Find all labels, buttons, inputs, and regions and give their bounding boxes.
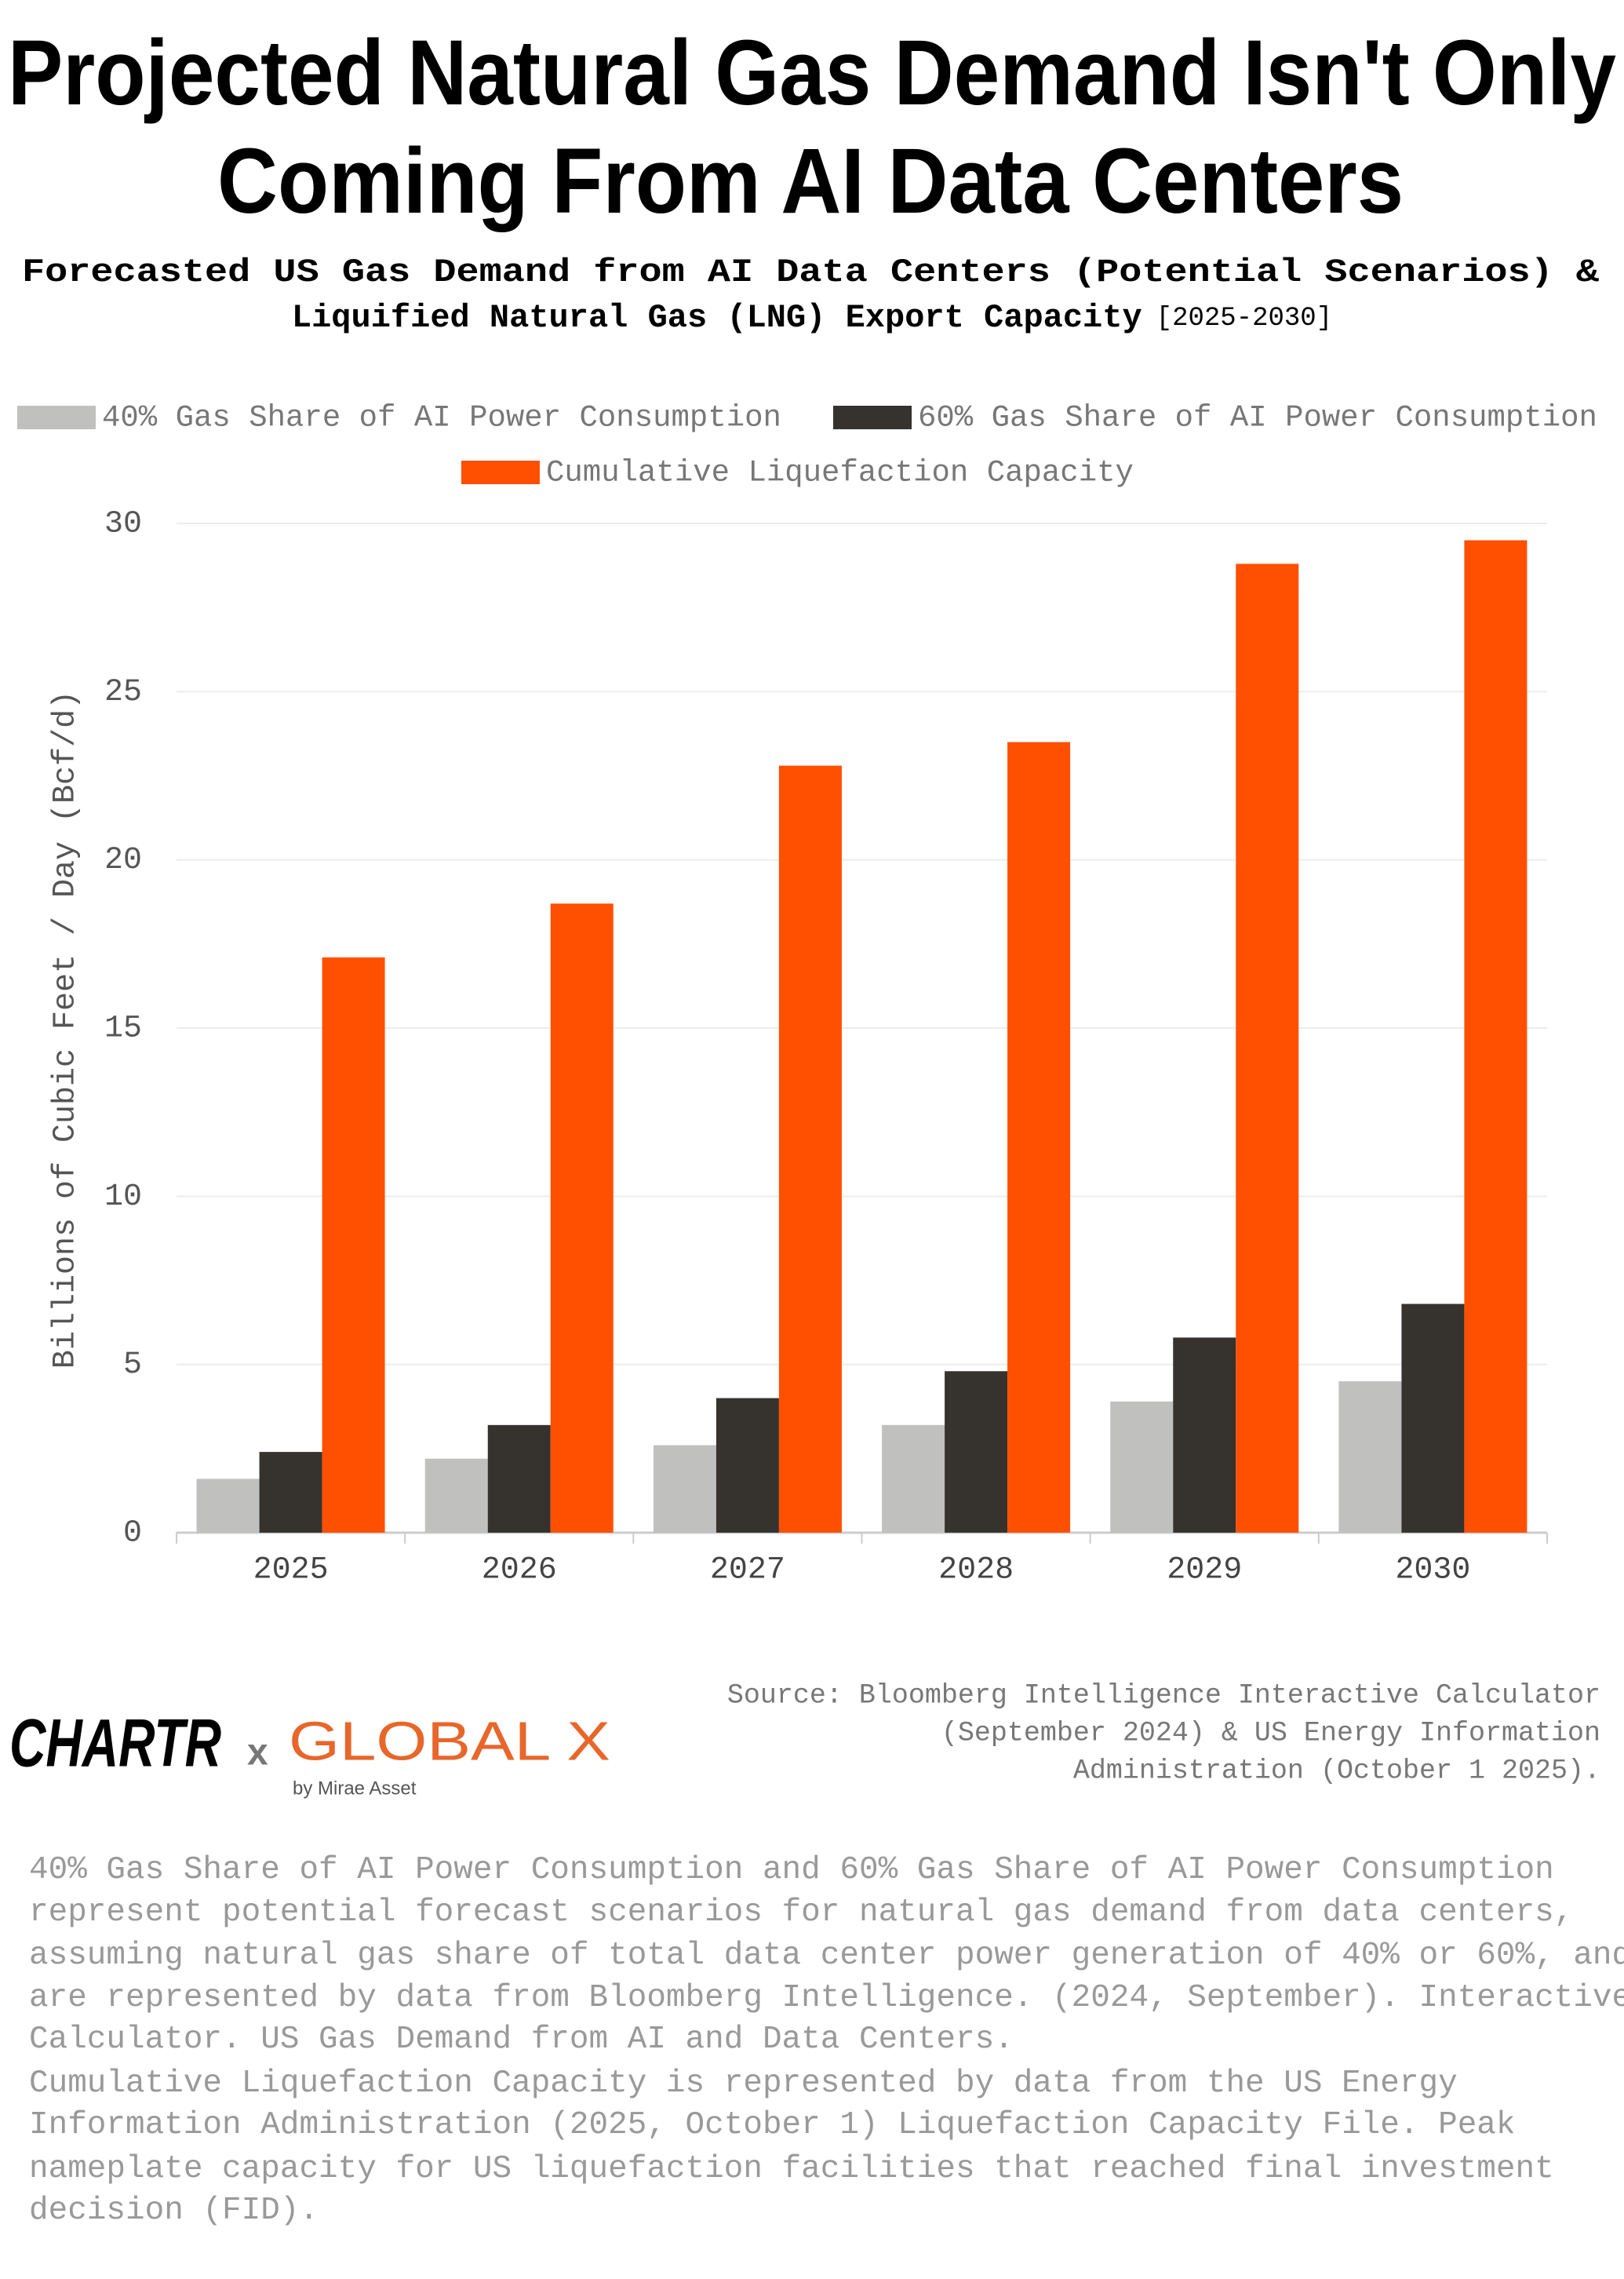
bar bbox=[945, 1371, 1008, 1533]
x-tick-label: 2029 bbox=[1167, 1553, 1242, 1588]
subtitle-note: [2025-2030] bbox=[1156, 304, 1332, 334]
source-line: (September 2024) & US Energy Information bbox=[941, 1717, 1600, 1748]
legend-label: 40% Gas Share of AI Power Consumption bbox=[102, 400, 781, 435]
footnote: 40% Gas Share of AI Power Consumption an… bbox=[29, 1852, 1624, 2229]
x-tick-label: 2025 bbox=[253, 1553, 329, 1588]
title: Coming From AI Data Centers bbox=[217, 129, 1404, 233]
bar bbox=[196, 1479, 260, 1533]
y-tick-label: 15 bbox=[104, 1012, 142, 1047]
x-tick-label: 2030 bbox=[1395, 1553, 1470, 1588]
x-tick-label: 2027 bbox=[710, 1553, 785, 1588]
footnote-line: assuming natural gas share of total data… bbox=[29, 1938, 1624, 1974]
footnote-line: Information Administration (2025, Octobe… bbox=[29, 2107, 1516, 2143]
bar bbox=[1110, 1401, 1174, 1533]
footnote-line: Cumulative Liquefaction Capacity is repr… bbox=[29, 2066, 1458, 2102]
footnote-line: decision (FID). bbox=[29, 2193, 319, 2229]
y-axis-title: Billions of Cubic Feet / Day (Bcf/d) bbox=[49, 691, 84, 1369]
bar bbox=[424, 1458, 488, 1533]
bar bbox=[716, 1398, 779, 1533]
legend-label: 60% Gas Share of AI Power Consumption bbox=[918, 400, 1597, 435]
byline: by Mirae Asset bbox=[293, 1778, 417, 1799]
bar bbox=[259, 1452, 322, 1533]
y-tick-label: 10 bbox=[104, 1180, 142, 1215]
x-tick-label: 2026 bbox=[482, 1553, 557, 1588]
y-tick-label: 0 bbox=[123, 1516, 142, 1552]
bar bbox=[1173, 1337, 1236, 1533]
source-line: Source: Bloomberg Intelligence Interacti… bbox=[727, 1679, 1600, 1711]
source-line: Administration (October 1 2025). bbox=[1073, 1755, 1600, 1786]
legend-swatch bbox=[461, 461, 540, 484]
y-tick-label: 5 bbox=[123, 1347, 142, 1383]
legend-swatch bbox=[833, 406, 912, 429]
source: Source: Bloomberg Intelligence Interacti… bbox=[727, 1679, 1600, 1786]
bar bbox=[882, 1424, 945, 1533]
x-tick-label: 2028 bbox=[938, 1553, 1014, 1588]
bar bbox=[487, 1424, 551, 1533]
subtitle: Liquified Natural Gas (LNG) Export Capac… bbox=[292, 299, 1332, 337]
title: Projected Natural Gas Demand Isn't Only bbox=[8, 21, 1616, 125]
footnote-line: represent potential forecast scenarios f… bbox=[29, 1894, 1573, 1931]
bar bbox=[778, 765, 842, 1533]
bar bbox=[653, 1445, 716, 1533]
bar bbox=[1236, 563, 1299, 1533]
bar bbox=[1338, 1381, 1402, 1533]
legend-swatch bbox=[17, 406, 96, 429]
chartr-logo: CHARTR bbox=[9, 1706, 221, 1781]
subtitle: Forecasted US Gas Demand from AI Data Ce… bbox=[22, 253, 1600, 291]
logo-x: x bbox=[247, 1732, 268, 1774]
legend-label: Cumulative Liquefaction Capacity bbox=[546, 455, 1134, 490]
bar bbox=[322, 957, 385, 1533]
bar bbox=[550, 903, 614, 1533]
bar bbox=[1464, 540, 1528, 1533]
footnote-line: are represented by data from Bloomberg I… bbox=[29, 1980, 1624, 2016]
y-tick-label: 30 bbox=[104, 507, 142, 542]
y-tick-label: 20 bbox=[104, 843, 142, 878]
footnote-line: Calculator. US Gas Demand from AI and Da… bbox=[29, 2022, 1014, 2058]
footnote-line: 40% Gas Share of AI Power Consumption an… bbox=[29, 1852, 1554, 1888]
subtitle: Liquified Natural Gas (LNG) Export Capac… bbox=[292, 299, 1142, 337]
footnote-line: nameplate capacity for US liquefaction f… bbox=[29, 2151, 1554, 2187]
bar bbox=[1007, 742, 1071, 1533]
bar bbox=[1401, 1304, 1465, 1533]
globalx-logo: GLOBAL X bbox=[289, 1710, 610, 1771]
y-tick-label: 25 bbox=[104, 675, 142, 710]
